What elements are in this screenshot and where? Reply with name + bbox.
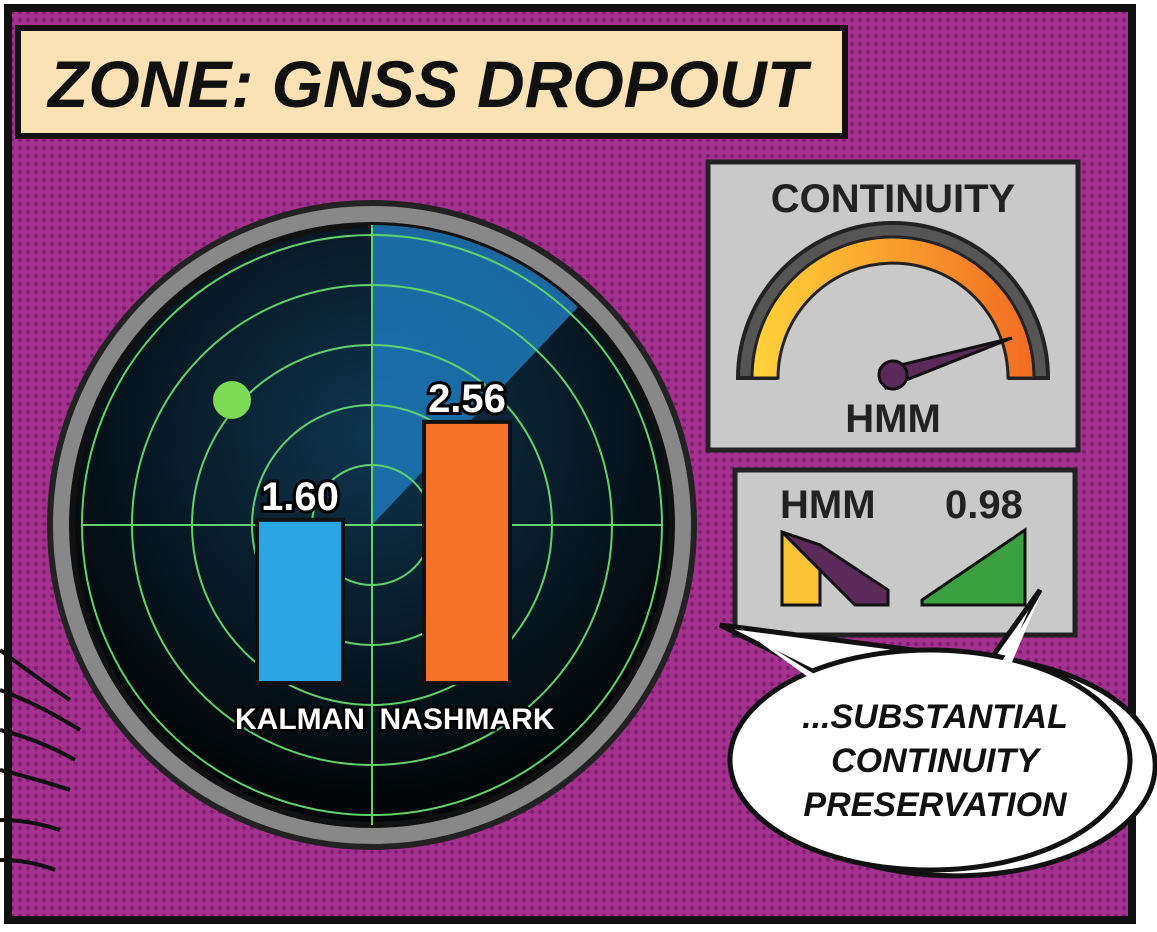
bubble-line: CONTINUITY — [831, 742, 1042, 780]
bubble-line: ...SUBSTANTIAL — [802, 698, 1068, 736]
bar-value: 2.56 — [428, 377, 506, 421]
comparison-left: HMM — [780, 483, 876, 527]
category-label: KALMAN — [235, 703, 365, 736]
bubble-line: PRESERVATION — [803, 786, 1068, 824]
bar — [424, 422, 510, 683]
comic-panel: ZONE: GNSS DROPOUT 1.60 KALMAN 2.56 NASHMAR… — [0, 0, 1157, 932]
bar — [257, 520, 343, 683]
gauge-label: HMM — [845, 397, 941, 441]
comparison-right: 0.98 — [945, 483, 1023, 527]
gauge-title: CONTINUITY — [771, 177, 1016, 221]
category-label: NASHMARK — [380, 703, 555, 736]
title: ZONE: GNSS DROPOUT — [46, 47, 812, 121]
bar-value: 1.60 — [261, 475, 339, 519]
gauge-hub — [879, 361, 907, 389]
page: {"chart_data": {"type": "bar", "categori… — [0, 0, 1157, 932]
radar-blip — [213, 381, 251, 419]
